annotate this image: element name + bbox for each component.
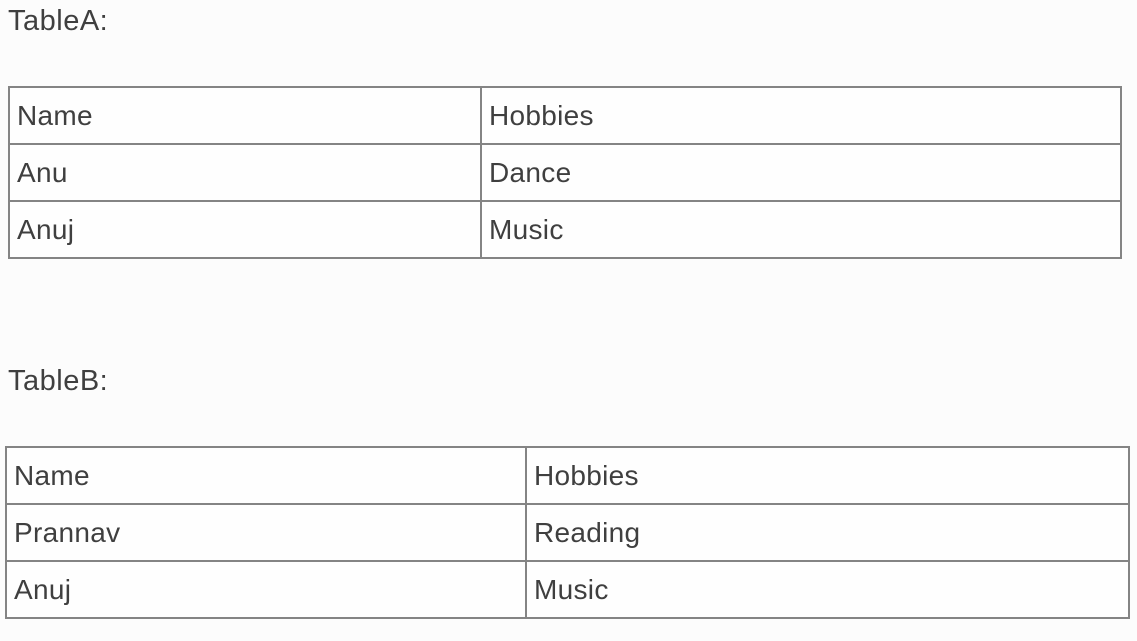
table-b: Name Hobbies Prannav Reading Anuj Music [5,446,1130,619]
table-a-header-name: Name [8,86,482,145]
table-b-title: TableB: [8,365,109,397]
table-a-row-1: Anu Dance [8,143,1122,202]
table-b-row-1: Prannav Reading [5,503,1130,562]
table-cell-hobby: Dance [480,143,1122,202]
table-cell-name: Anuj [5,560,527,619]
table-a-header-row: Name Hobbies [8,86,1122,145]
table-a: Name Hobbies Anu Dance Anuj Music [8,86,1122,259]
table-cell-hobby: Music [525,560,1130,619]
table-cell-hobby: Reading [525,503,1130,562]
table-cell-name: Prannav [5,503,527,562]
table-b-header-row: Name Hobbies [5,446,1130,505]
table-a-header-hobbies: Hobbies [480,86,1122,145]
table-a-title: TableA: [8,5,109,37]
table-cell-name: Anuj [8,200,482,259]
table-cell-hobby: Music [480,200,1122,259]
table-b-row-2: Anuj Music [5,560,1130,619]
table-b-header-name: Name [5,446,527,505]
table-cell-name: Anu [8,143,482,202]
table-a-row-2: Anuj Music [8,200,1122,259]
table-b-header-hobbies: Hobbies [525,446,1130,505]
